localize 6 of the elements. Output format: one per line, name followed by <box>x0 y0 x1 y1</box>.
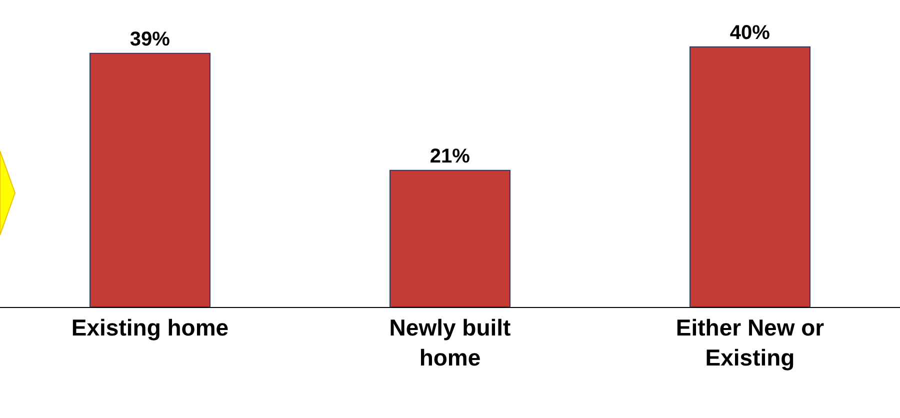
x-tick-label: Newly built home <box>389 314 512 370</box>
x-tick-label: Existing home <box>71 314 229 341</box>
data-label: 39% <box>130 28 170 50</box>
data-label: 40% <box>730 22 770 44</box>
data-label: 21% <box>430 145 470 168</box>
x-tick-label: Either New or Existing <box>676 314 824 370</box>
